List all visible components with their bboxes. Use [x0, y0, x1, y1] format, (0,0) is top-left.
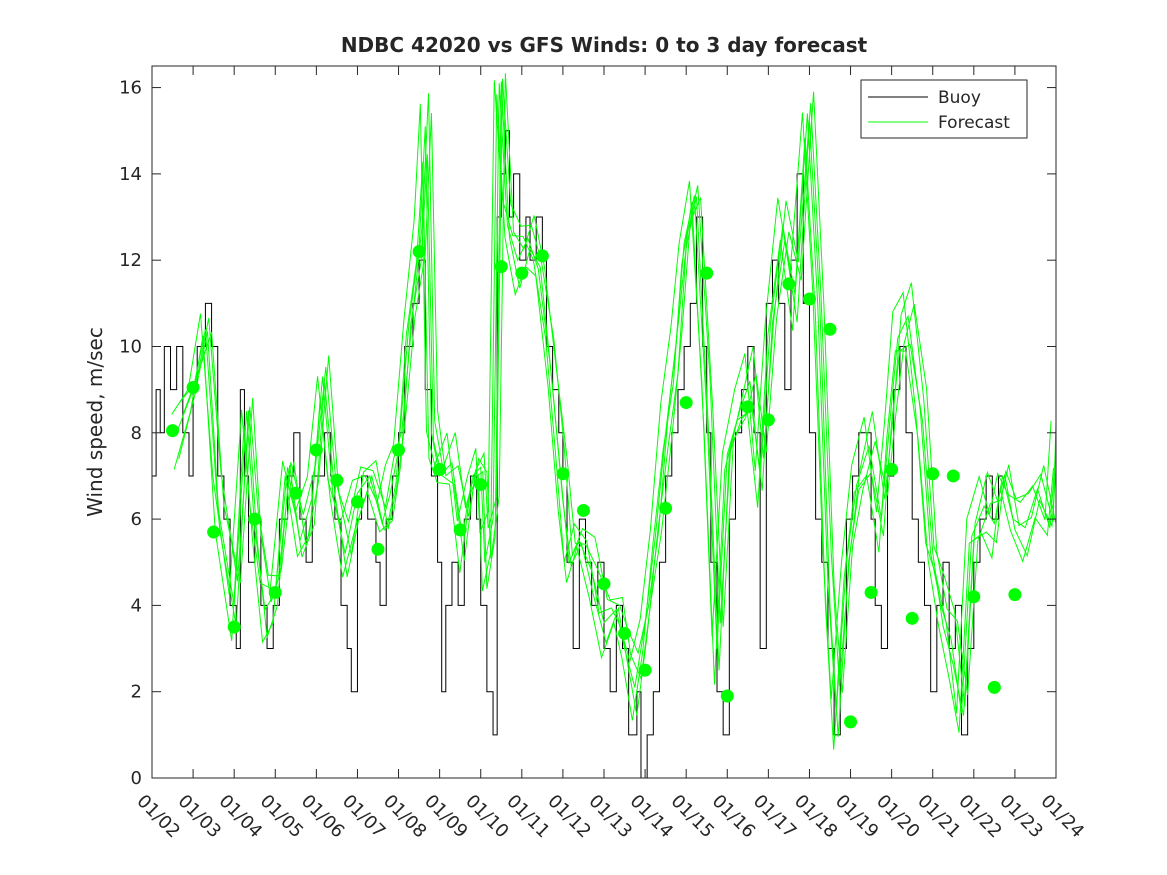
forecast-series-line: [173, 94, 1055, 750]
forecast-point: [535, 249, 549, 263]
legend-forecast-label: Forecast: [938, 113, 1010, 133]
plot-area: [152, 66, 1056, 778]
forecast-point: [433, 462, 447, 476]
forecast-point: [782, 277, 796, 291]
forecast-point: [227, 620, 241, 634]
forecast-point: [515, 266, 529, 280]
y-tick-label: 8: [131, 423, 142, 444]
legend-box: [860, 79, 1028, 139]
forecast-point: [679, 396, 693, 410]
legend-buoy-label: Buoy: [938, 88, 981, 108]
forecast-point: [659, 501, 673, 515]
forecast-point: [207, 525, 221, 539]
forecast-point: [761, 413, 775, 427]
forecast-series-line: [178, 81, 1057, 737]
forecast-point: [987, 680, 1001, 694]
forecast-point: [494, 260, 508, 274]
forecast-point: [453, 523, 467, 537]
forecast-point: [330, 473, 344, 487]
series-layer: [152, 73, 1057, 779]
forecast-point: [885, 462, 899, 476]
forecast-point: [967, 590, 981, 604]
forecast-point: [371, 542, 385, 556]
forecast-point: [597, 577, 611, 591]
forecast-point: [700, 266, 714, 280]
y-tick-label: 12: [119, 250, 142, 271]
forecast-series-line: [179, 78, 1057, 707]
forecast-point: [618, 626, 632, 640]
forecast-point: [864, 585, 878, 599]
forecast-point: [268, 585, 282, 599]
forecast-point: [926, 467, 940, 481]
forecast-point: [350, 495, 364, 509]
forecast-point: [248, 512, 262, 526]
y-tick-label: 4: [131, 595, 142, 616]
forecast-point: [741, 400, 755, 414]
forecast-point: [802, 292, 816, 306]
y-tick-label: 10: [119, 336, 142, 357]
forecast-point: [1008, 588, 1022, 602]
forecast-point: [844, 715, 858, 729]
chart-title: NDBC 42020 vs GFS Winds: 0 to 3 day fore…: [341, 33, 868, 57]
legend: Buoy Forecast: [860, 79, 1028, 139]
forecast-series-line: [171, 80, 1052, 714]
forecast-point: [412, 245, 426, 259]
forecast-series-line: [176, 83, 1057, 714]
y-tick-label: 16: [119, 78, 142, 99]
y-tick-label: 2: [131, 682, 142, 703]
forecast-point: [638, 663, 652, 677]
forecast-point: [289, 486, 303, 500]
forecast-point: [474, 478, 488, 492]
forecast-point: [720, 689, 734, 703]
forecast-point: [392, 443, 406, 457]
forecast-point: [576, 503, 590, 517]
forecast-point: [946, 469, 960, 483]
forecast-point: [823, 322, 837, 336]
forecast-point: [166, 424, 180, 438]
y-tick-label: 14: [119, 164, 142, 185]
y-tick-label: 0: [131, 768, 142, 789]
y-tick-label: 6: [131, 509, 142, 530]
forecast-point: [309, 443, 323, 457]
forecast-point: [905, 611, 919, 625]
forecast-point: [556, 467, 570, 481]
forecast-point: [186, 380, 200, 394]
y-axis-label: Wind speed, m/sec: [83, 327, 107, 517]
